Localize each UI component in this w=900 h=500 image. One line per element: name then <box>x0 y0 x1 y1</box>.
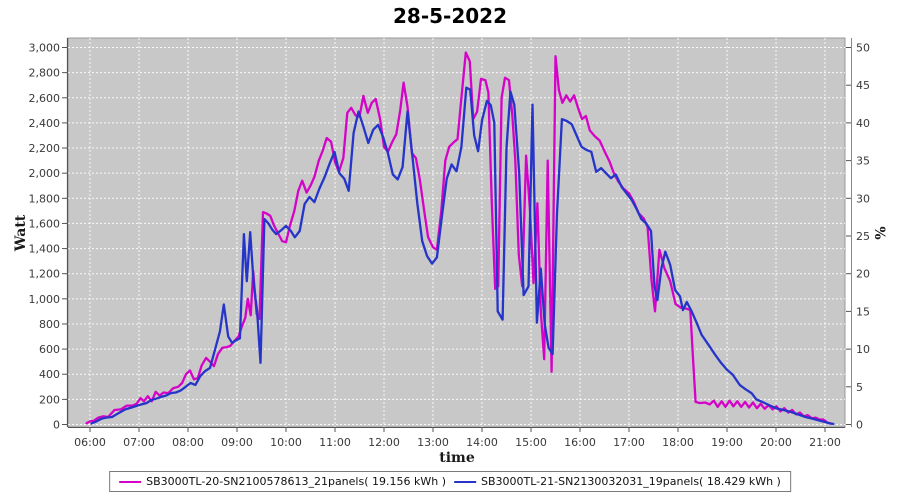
y-right-tick-label: 5 <box>856 381 863 394</box>
x-tick-label: 15:00 <box>515 436 547 449</box>
x-tick-label: 12:00 <box>368 436 400 449</box>
chart-title: 28-5-2022 <box>392 4 507 28</box>
y-right-tick-label: 50 <box>856 42 870 55</box>
x-tick-label: 11:00 <box>319 436 351 449</box>
y-right-tick-label: 20 <box>856 268 870 281</box>
x-tick-label: 07:00 <box>123 436 155 449</box>
x-tick-label: 21:00 <box>809 436 841 449</box>
y-left-tick-label: 1,800 <box>29 192 61 205</box>
y-left-tick-label: 2,400 <box>29 117 61 130</box>
legend-label: SB3000TL-20-SN2100578613_21panels( 19.15… <box>146 475 446 488</box>
x-tick-label: 06:00 <box>74 436 106 449</box>
legend-line-swatch-magenta <box>119 480 142 483</box>
y-left-tick-label: 2,000 <box>29 167 61 180</box>
y-left-tick-label: 600 <box>39 343 60 356</box>
y-left-tick-label: 800 <box>39 318 60 331</box>
y-left-tick-label: 3,000 <box>29 42 61 55</box>
y-left-tick-label: 2,800 <box>29 67 61 80</box>
x-axis-label: time <box>439 450 475 466</box>
x-tick-label: 18:00 <box>662 436 694 449</box>
y-left-tick-label: 1,200 <box>29 268 61 281</box>
y-left-tick-label: 400 <box>39 368 60 381</box>
legend-item-inverter-20: SB3000TL-20-SN2100578613_21panels( 19.15… <box>119 475 446 488</box>
x-tick-label: 17:00 <box>613 436 645 449</box>
plot-background <box>67 37 846 428</box>
x-tick-label: 10:00 <box>270 436 302 449</box>
x-tick-label: 13:00 <box>417 436 449 449</box>
legend-item-inverter-21: SB3000TL-21-SN2130032031_19panels( 18.42… <box>454 475 781 488</box>
x-tick-label: 08:00 <box>172 436 204 449</box>
x-tick-label: 16:00 <box>564 436 596 449</box>
legend-label: SB3000TL-21-SN2130032031_19panels( 18.42… <box>481 475 781 488</box>
y-left-tick-label: 2,600 <box>29 92 61 105</box>
x-tick-label: 19:00 <box>711 436 743 449</box>
legend: SB3000TL-20-SN2100578613_21panels( 19.15… <box>109 471 791 492</box>
y-left-tick-label: 1,400 <box>29 243 61 256</box>
y-left-tick-label: 1,600 <box>29 217 61 230</box>
y-right-tick-label: 45 <box>856 79 870 92</box>
y-axis-label-percent: % <box>871 226 887 240</box>
y-right-tick-label: 30 <box>856 192 870 205</box>
chart-plot-area: 02004006008001,0001,2001,4001,6001,8002,… <box>29 37 870 449</box>
x-tick-label: 09:00 <box>221 436 253 449</box>
y-right-tick-label: 35 <box>856 155 870 168</box>
y-left-tick-label: 200 <box>39 393 60 406</box>
y-right-tick-label: 15 <box>856 305 870 318</box>
x-tick-label: 20:00 <box>760 436 792 449</box>
series-line-blue <box>90 86 835 426</box>
y-right-tick-label: 25 <box>856 230 870 243</box>
legend-line-swatch-blue <box>454 480 476 483</box>
y-left-tick-label: 2,200 <box>29 142 61 155</box>
y-left-tick-label: 1,000 <box>29 293 61 306</box>
y-right-tick-label: 10 <box>856 343 870 356</box>
y-axis-label-watt: Watt <box>13 214 29 252</box>
x-tick-label: 14:00 <box>466 436 498 449</box>
y-right-tick-label: 0 <box>856 419 863 432</box>
y-right-tick-label: 40 <box>856 117 870 130</box>
y-left-tick-label: 0 <box>53 419 60 432</box>
series-line-magenta <box>85 51 833 425</box>
